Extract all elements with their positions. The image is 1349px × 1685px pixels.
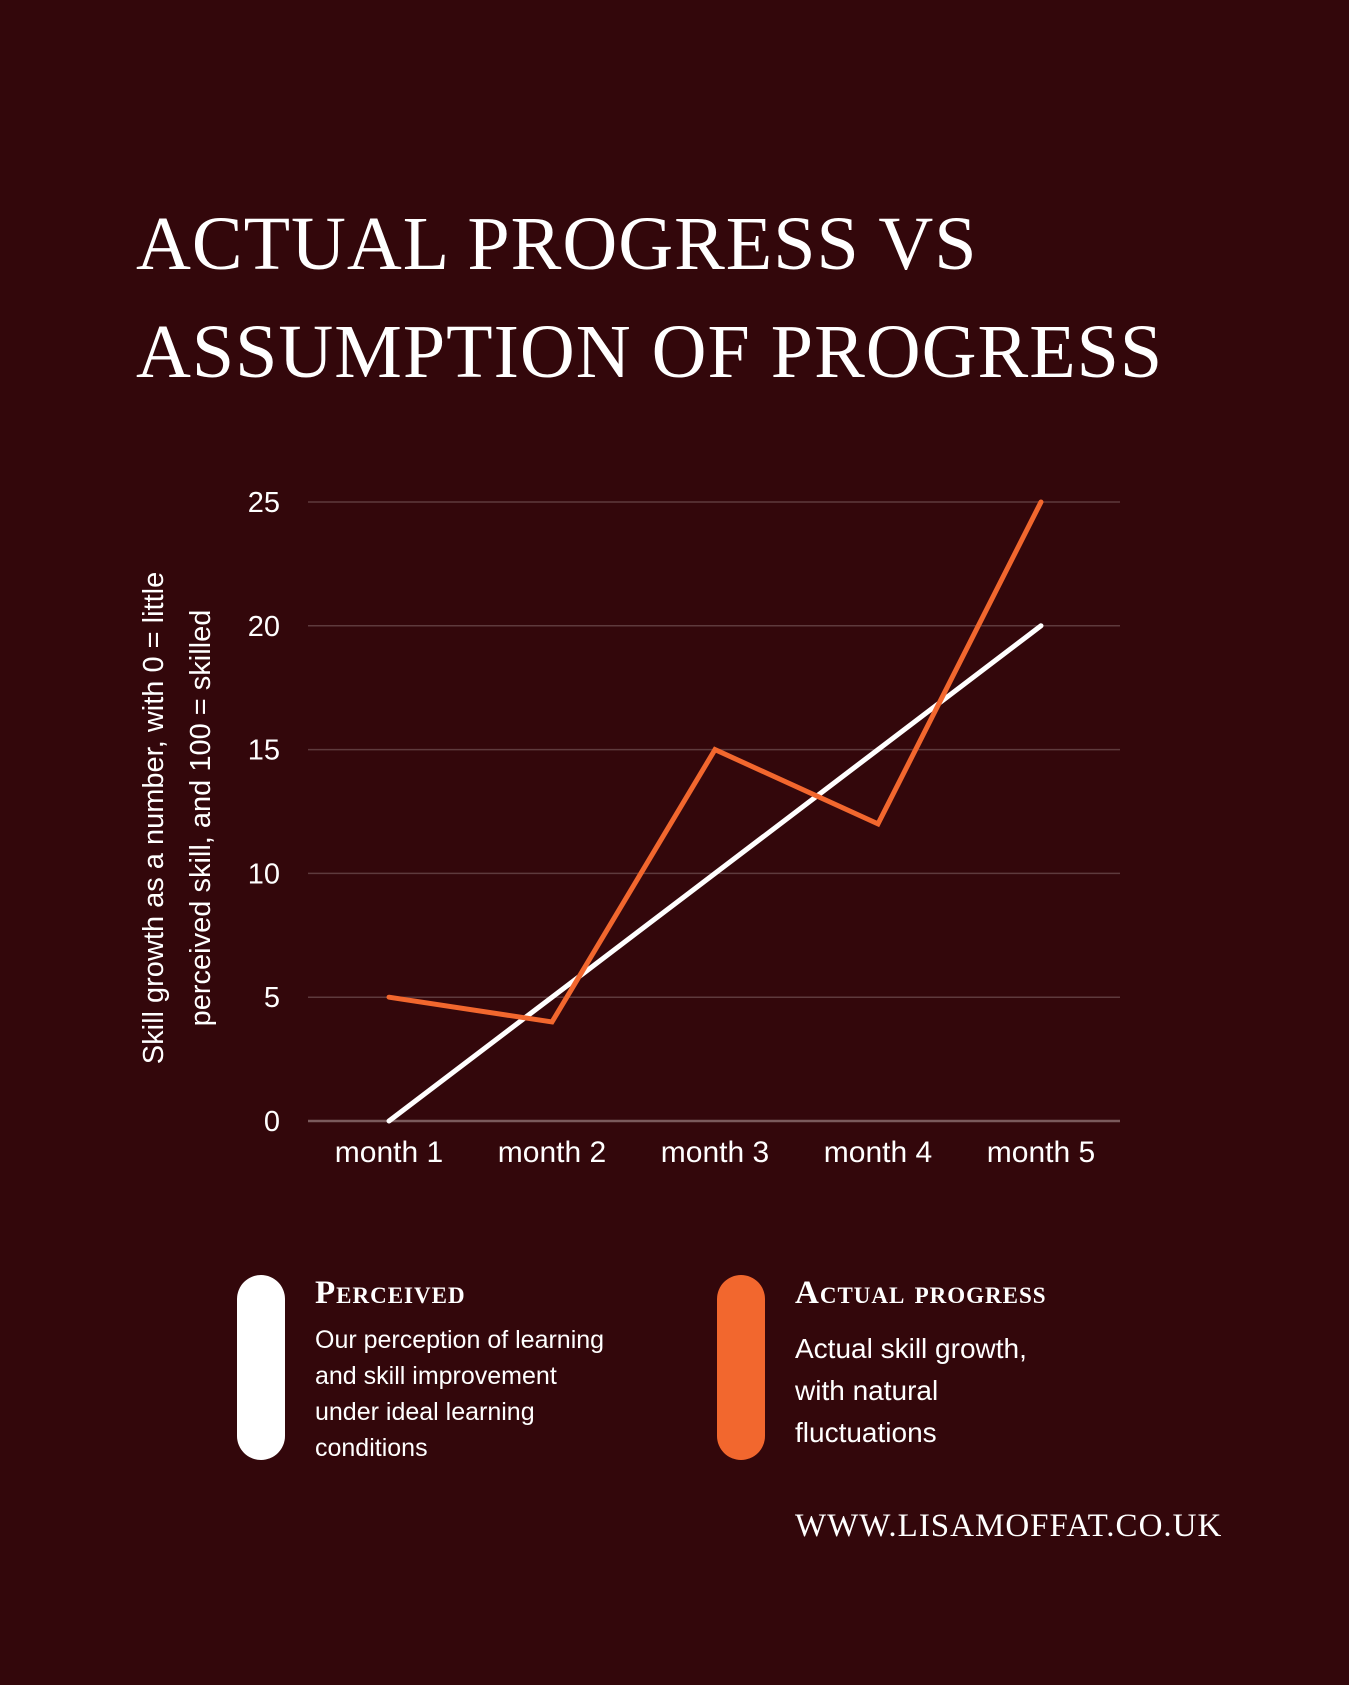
y-tick-label: 0 [264,1106,280,1138]
actual-legend: Actual progress Actual skill growth, wit… [795,1275,1047,1454]
perceived-desc-line-4: conditions [315,1434,428,1462]
y-tick-label: 15 [248,735,280,767]
perceived-legend-swatch [237,1275,285,1460]
actual-legend-description: Actual skill growth, with natural fluctu… [795,1328,1047,1454]
series-lines [386,499,1044,1124]
x-tick-label: month 4 [824,1136,932,1169]
title-line-2: ASSUMPTION OF PROGRESS [136,310,1164,394]
perceived-series-line [386,623,1044,1124]
y-tick-label: 5 [264,982,280,1014]
page-title: ACTUAL PROGRESS VS ASSUMPTION OF PROGRES… [136,190,1163,406]
perceived-legend: Perceived Our perception of learning and… [315,1275,604,1466]
y-tick-label: 10 [248,858,280,890]
actual-desc-line-2: with natural [795,1375,939,1406]
perceived-desc-line-3: under ideal learning [315,1398,535,1426]
actual-legend-swatch [717,1275,765,1460]
y-tick-label: 25 [248,487,280,519]
y-axis-label-line-1: Skill growth as a number, with 0 = littl… [138,572,170,1064]
perceived-desc-line-2: and skill improvement [315,1362,557,1390]
actual-desc-line-3: fluctuations [795,1417,937,1448]
x-tick-labels: month 1 month 2 month 3 month 4 month 5 [335,1136,1095,1169]
perceived-desc-line-1: Our perception of learning [315,1326,605,1354]
x-tick-label: month 3 [661,1136,769,1169]
y-tick-label: 20 [248,611,280,643]
website-url[interactable]: WWW.LISAMOFFAT.CO.UK [795,1508,1223,1544]
y-axis-label-line-2: perceived skill, and 100 = skilled [185,610,217,1027]
y-tick-labels: 0 5 10 15 20 25 [248,487,280,1138]
perceived-legend-title: Perceived [315,1275,466,1311]
grid-lines [308,501,1120,1123]
actual-desc-line-1: Actual skill growth, [795,1333,1027,1364]
x-tick-label: month 5 [987,1136,1095,1169]
x-tick-label: month 1 [335,1136,443,1169]
actual-legend-title: Actual progress [795,1275,1047,1311]
title-line-1: ACTUAL PROGRESS VS [136,202,978,286]
actual-series-line [386,499,1044,1025]
perceived-legend-description: Our perception of learning and skill imp… [315,1322,604,1466]
x-tick-label: month 2 [498,1136,606,1169]
